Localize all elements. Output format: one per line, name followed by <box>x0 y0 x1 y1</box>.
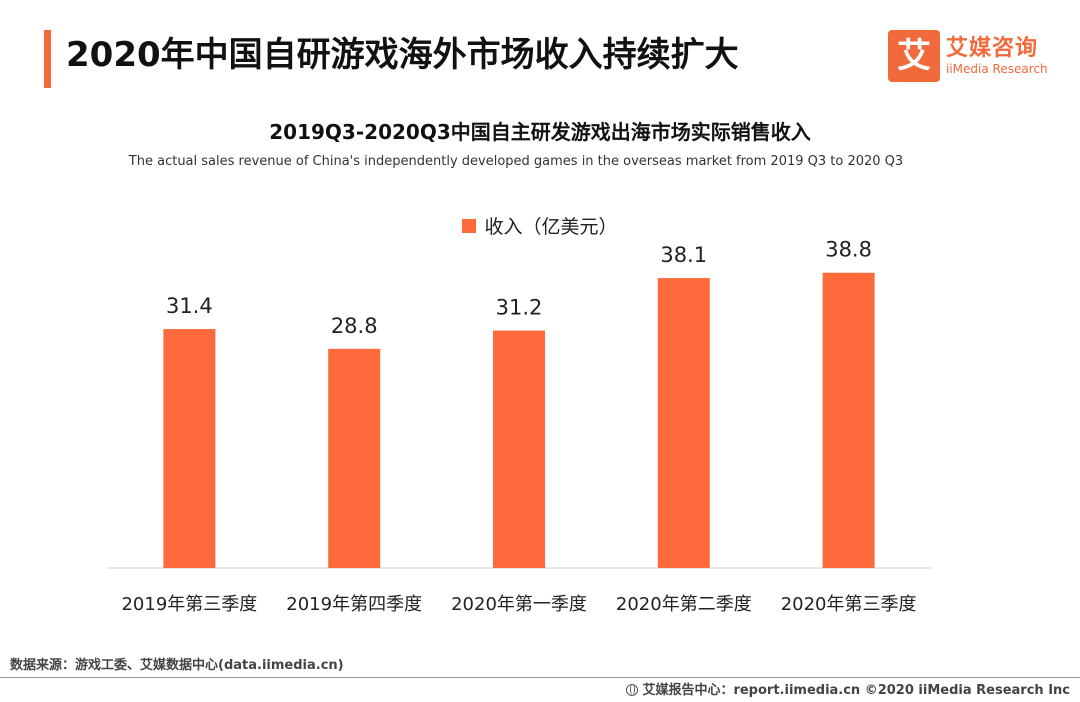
x-tick-label-2: 2020年第一季度 <box>451 594 587 615</box>
logo-text-en: iiMedia Research <box>946 62 1048 76</box>
footer-divider <box>0 677 1080 678</box>
x-tick-label-1: 2019年第四季度 <box>286 594 422 615</box>
data-label-4: 38.8 <box>825 238 872 262</box>
bar-2 <box>493 330 545 568</box>
chart-subtitle: The actual sales revenue of China's inde… <box>128 154 904 169</box>
data-label-1: 28.8 <box>331 314 378 338</box>
data-label-3: 38.1 <box>660 243 707 267</box>
bar-1 <box>328 348 381 568</box>
page-title: 2020年中国自研游戏海外市场收入持续扩大 <box>66 35 739 75</box>
chart-title: 2019Q3-2020Q3中国自主研发游戏出海市场实际销售收入 <box>269 120 811 144</box>
data-source: 数据来源：游戏工委、艾媒数据中心(data.iimedia.cn) <box>10 658 344 673</box>
x-tick-label-0: 2019年第三季度 <box>121 594 257 615</box>
brand-logo: 艾 艾媒咨询 iiMedia Research <box>888 30 1068 82</box>
legend-label: 收入（亿美元） <box>484 216 618 238</box>
globe-icon <box>626 683 639 696</box>
bar-chart: 31.4 2019年第三季度 28.8 2019年第四季度 31.2 2020年第一季度 3… <box>107 238 931 615</box>
legend-swatch <box>462 218 477 233</box>
footer-text: 艾媒报告中心：report.iimedia.cn ©2020 iiMedia R… <box>642 683 1070 698</box>
data-label-2: 31.2 <box>496 296 543 320</box>
title-accent-bar <box>44 30 51 88</box>
logo-text-cn: 艾媒咨询 <box>946 36 1039 61</box>
chart-legend: 收入（亿美元） <box>0 212 1080 239</box>
x-tick-label-3: 2020年第二季度 <box>616 594 752 615</box>
bar-4 <box>822 272 875 568</box>
data-label-0: 31.4 <box>166 294 213 318</box>
footer-credits: 艾媒报告中心：report.iimedia.cn ©2020 iiMedia R… <box>626 679 1070 698</box>
x-tick-label-4: 2020年第三季度 <box>781 594 917 615</box>
bar-3 <box>657 278 710 568</box>
bar-0 <box>163 329 216 568</box>
logo-mark-icon: 艾 <box>888 30 940 82</box>
